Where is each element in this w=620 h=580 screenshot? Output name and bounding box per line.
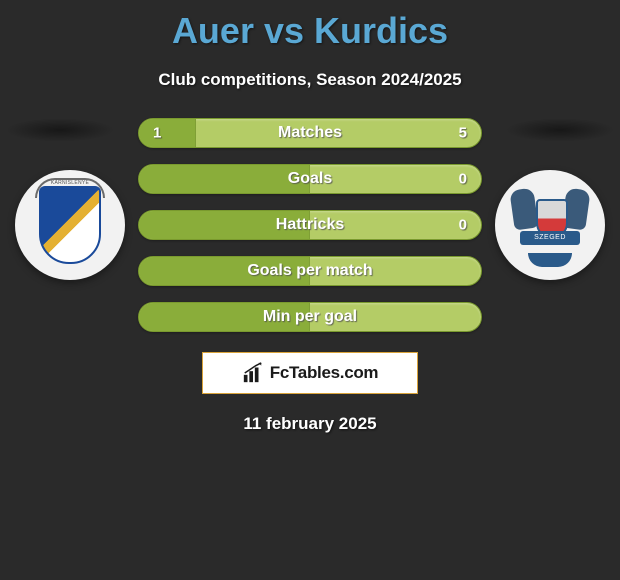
stat-bar: Hattricks 0 xyxy=(138,210,482,240)
crest-right-banner: SZEGED xyxy=(520,231,580,245)
stat-value-right: 0 xyxy=(459,171,467,188)
crest-right-lions xyxy=(512,189,588,233)
fctables-logo-icon xyxy=(242,362,264,384)
crest-right-icon: SZEGED xyxy=(510,181,590,269)
stat-bar: Min per goal xyxy=(138,302,482,332)
stat-value-right: 5 xyxy=(459,125,467,142)
footer-date: 11 february 2025 xyxy=(0,414,620,434)
attribution-badge: FcTables.com xyxy=(202,352,418,394)
stat-bar-fill-left xyxy=(139,165,310,193)
comparison-bars: 1 Matches 5 Goals 0 Hattricks 0 Goals per match… xyxy=(138,118,482,332)
stat-label: Goals per match xyxy=(247,262,372,280)
stat-label: Min per goal xyxy=(263,308,357,326)
page-subtitle: Club competitions, Season 2024/2025 xyxy=(0,70,620,90)
team-badge-left: KÁRNISLENYE xyxy=(15,170,125,280)
comparison-area: KÁRNISLENYE SZEGED 1Matches5Goals0Hattri… xyxy=(0,118,620,332)
team-badge-right: SZEGED xyxy=(495,170,605,280)
stat-label: Matches xyxy=(278,124,342,142)
stat-label: Hattricks xyxy=(276,216,344,234)
stat-value-right: 0 xyxy=(459,217,467,234)
stat-label: Goals xyxy=(288,170,332,188)
crest-left-arc-text: KÁRNISLENYE xyxy=(35,178,105,198)
badge-shadow-left xyxy=(5,118,115,142)
stat-bar-fill-left xyxy=(139,119,196,147)
attribution-text: FcTables.com xyxy=(270,363,379,383)
page-title: Auer vs Kurdics xyxy=(0,0,620,52)
badge-shadow-right xyxy=(505,118,615,142)
stat-bar: Goals 0 xyxy=(138,164,482,194)
stat-value-left: 1 xyxy=(153,125,161,142)
crest-left-icon: KÁRNISLENYE xyxy=(39,186,101,264)
stat-bar: 1 Matches 5 xyxy=(138,118,482,148)
stat-bar: Goals per match xyxy=(138,256,482,286)
